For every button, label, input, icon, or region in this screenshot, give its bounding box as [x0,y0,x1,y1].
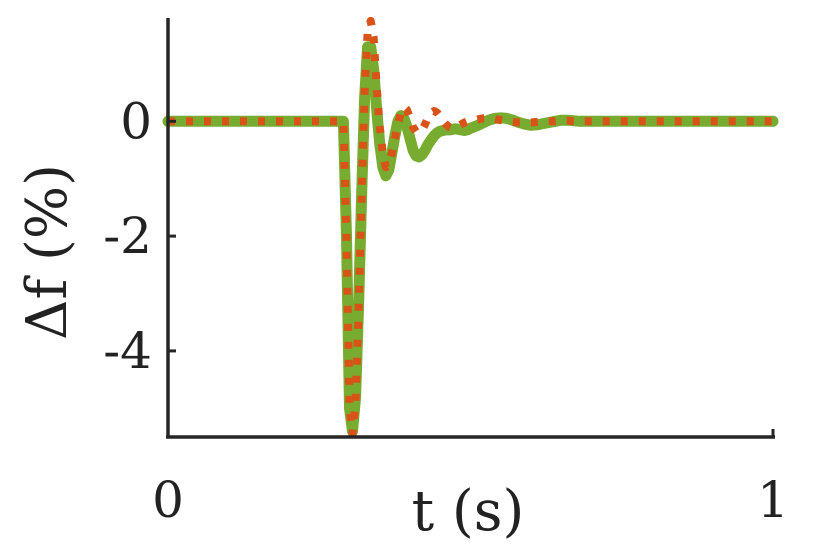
tick-layer: 0 -2 -4 0 1 [103,92,789,529]
x-tick-label: 0 [152,471,184,529]
series-line-2 [168,16,773,439]
y-tick-label: 0 [120,92,152,150]
series-layer [162,16,779,439]
x-axis-label: t (s) [412,479,525,544]
x-tick-label: 1 [757,471,789,529]
y-tick-label: -4 [103,322,152,380]
series-line-1 [162,41,779,437]
y-axis-label: Δf (%) [15,164,80,340]
y-tick-label: -2 [103,207,152,265]
